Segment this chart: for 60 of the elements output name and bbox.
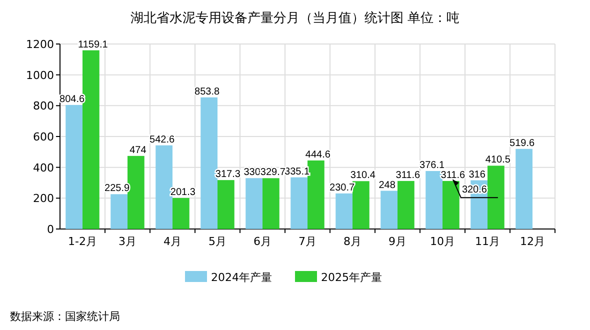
bar xyxy=(488,166,504,229)
x-tick-label: 4月 xyxy=(164,235,182,248)
bar xyxy=(290,177,308,229)
bar xyxy=(336,193,352,229)
bar xyxy=(66,104,82,229)
bar xyxy=(308,160,324,229)
x-tick-label: 5月 xyxy=(208,235,226,248)
bar xyxy=(442,180,460,229)
data-label: 329.7 xyxy=(260,167,286,178)
source-note: 数据来源：国家统计局 xyxy=(10,310,120,323)
x-tick-label: 8月 xyxy=(344,235,362,248)
data-label: 311.6 xyxy=(440,170,466,181)
bar xyxy=(156,145,172,229)
x-tick-label: 11月 xyxy=(475,235,500,248)
x-tick-label: 9月 xyxy=(388,235,406,248)
x-tick-label: 1-2月 xyxy=(68,235,97,248)
bar xyxy=(200,97,218,229)
bar xyxy=(262,178,280,229)
data-label: 444.6 xyxy=(305,149,331,160)
bar xyxy=(398,180,414,229)
bar xyxy=(128,156,144,229)
data-label: 542.6 xyxy=(150,134,176,146)
y-tick-label: 0 xyxy=(47,223,54,236)
y-tick-label: 600 xyxy=(33,130,54,144)
data-label: 310.4 xyxy=(350,170,376,182)
data-label: 410.5 xyxy=(485,154,511,166)
bar xyxy=(172,198,190,229)
y-tick-label: 1000 xyxy=(26,68,54,82)
data-label: 201.3 xyxy=(170,186,196,198)
annotation: 320.6 xyxy=(462,184,488,196)
chart-title: 湖北省水泥专用设备产量分月（当月值）统计图 单位：吨 xyxy=(130,11,460,26)
data-label: 311.6 xyxy=(396,170,421,181)
bar xyxy=(218,180,234,229)
data-label: 1159.1 xyxy=(78,39,108,50)
bar xyxy=(426,171,442,229)
data-label: 853.8 xyxy=(194,86,220,98)
legend-label: 2024年产量 xyxy=(211,271,272,284)
data-label: 316 xyxy=(468,169,486,180)
legend-label: 2025年产量 xyxy=(321,271,382,284)
data-label: 376.1 xyxy=(420,160,446,172)
x-tick-label: 6月 xyxy=(254,235,272,248)
bar xyxy=(82,50,100,229)
bar xyxy=(246,178,262,229)
bar xyxy=(352,181,370,229)
data-label: 474 xyxy=(130,144,147,156)
bar xyxy=(110,194,128,229)
x-tick-label: 12月 xyxy=(520,235,545,248)
y-tick-label: 1200 xyxy=(26,38,54,51)
data-label: 330 xyxy=(244,167,261,178)
y-tick-label: 400 xyxy=(33,161,54,174)
bar xyxy=(516,148,532,229)
data-label: 248 xyxy=(378,180,396,191)
data-label: 317.3 xyxy=(215,169,241,180)
data-label: 519.6 xyxy=(510,138,536,149)
y-tick-label: 200 xyxy=(33,192,54,206)
x-tick-label: 3月 xyxy=(118,235,136,248)
x-tick-label: 10月 xyxy=(430,235,455,248)
bar xyxy=(380,190,398,229)
x-tick-label: 7月 xyxy=(298,235,316,248)
y-tick-label: 800 xyxy=(33,100,54,113)
